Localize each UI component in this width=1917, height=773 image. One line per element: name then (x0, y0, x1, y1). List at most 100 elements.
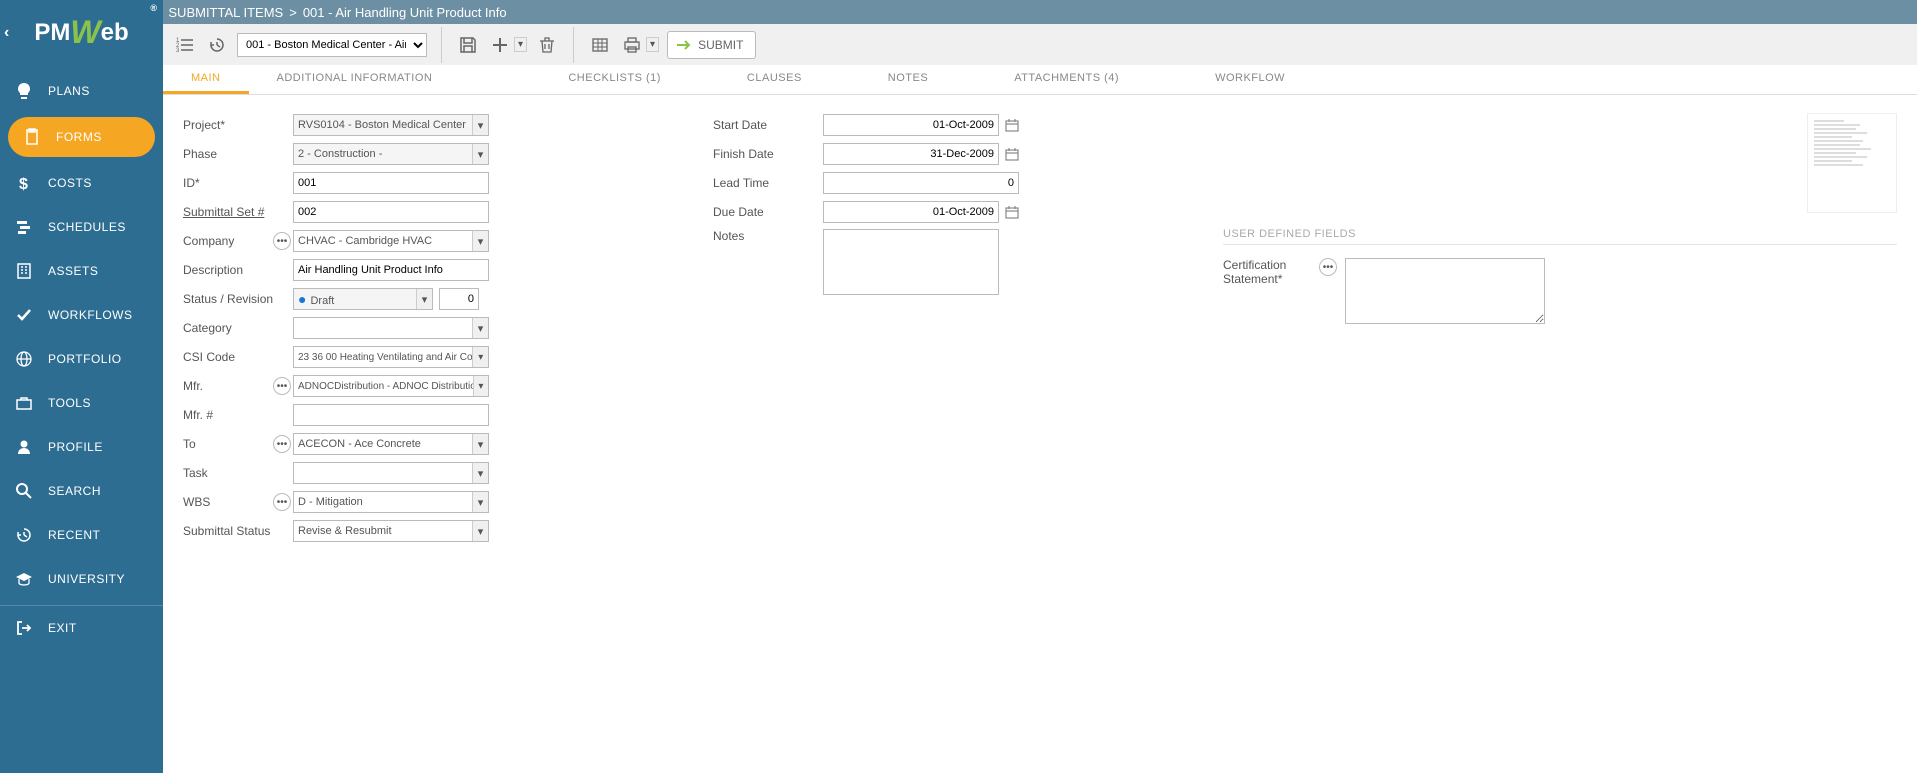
cert-more-icon[interactable]: ••• (1319, 258, 1337, 276)
sidebar-item-recent[interactable]: RECENT (0, 513, 163, 557)
cert-textarea[interactable] (1345, 258, 1545, 324)
label-cert: Certification Statement* ••• (1223, 258, 1313, 286)
tab-additional[interactable]: ADDITIONAL INFORMATION (249, 65, 461, 94)
tab-checklists[interactable]: CHECKLISTS (1) (540, 65, 689, 94)
due-date-input[interactable] (823, 201, 999, 223)
delete-icon[interactable] (535, 33, 559, 57)
sidebar-item-schedules[interactable]: SCHEDULES (0, 205, 163, 249)
submit-button[interactable]: SUBMIT (667, 31, 756, 59)
toolbar-divider (573, 27, 574, 63)
calendar-icon[interactable] (1005, 147, 1019, 161)
tab-main[interactable]: MAIN (163, 65, 249, 94)
task-select[interactable]: ▾ (293, 462, 489, 484)
mfr-more-icon[interactable]: ••• (273, 377, 291, 395)
sidebar: PLANS FORMS $ COSTS SCHEDULES ASSETS WOR… (0, 65, 163, 773)
to-more-icon[interactable]: ••• (273, 435, 291, 453)
history-icon[interactable] (205, 33, 229, 57)
category-select[interactable]: ▾ (293, 317, 489, 339)
sidebar-item-exit[interactable]: EXIT (0, 605, 163, 650)
breadcrumb-submittal-items[interactable]: SUBMITTAL ITEMS (168, 5, 283, 20)
sidebar-item-assets[interactable]: ASSETS (0, 249, 163, 293)
calendar-icon[interactable] (1005, 205, 1019, 219)
company-select[interactable]: CHVAC - Cambridge HVAC▾ (293, 230, 489, 252)
submittal-set-input[interactable] (293, 201, 489, 223)
lead-time-input[interactable] (823, 172, 1019, 194)
phase-select[interactable]: 2 - Construction -▾ (293, 143, 489, 165)
sidebar-item-label: PROFILE (48, 440, 103, 454)
sidebar-item-forms[interactable]: FORMS (8, 117, 155, 157)
wbs-more-icon[interactable]: ••• (273, 493, 291, 511)
top-header: i (Portfolio) > Forms > SUBMITTAL ITEMS … (0, 0, 1917, 24)
sidebar-item-label: WORKFLOWS (48, 308, 133, 322)
lightbulb-icon (14, 81, 34, 101)
mfr-num-input[interactable] (293, 404, 489, 426)
label-submittal-status: Submittal Status (183, 524, 293, 538)
logo-reg: ® (150, 3, 157, 13)
mfr-select[interactable]: ADNOCDistribution - ADNOC Distribution▾ (293, 375, 489, 397)
revision-input[interactable] (439, 288, 479, 310)
project-select[interactable]: RVS0104 - Boston Medical Center▾ (293, 114, 489, 136)
clipboard-icon (22, 127, 42, 147)
description-input[interactable] (293, 259, 489, 281)
udf-header: USER DEFINED FIELDS (1223, 228, 1897, 245)
submit-arrow-icon (676, 39, 692, 51)
sidebar-item-label: TOOLS (48, 396, 91, 410)
sidebar-item-university[interactable]: UNIVERSITY (0, 557, 163, 601)
form-column-1: Project* RVS0104 - Boston Medical Center… (183, 113, 523, 543)
tab-clauses[interactable]: CLAUSES (719, 65, 830, 94)
tab-attachments[interactable]: ATTACHMENTS (4) (986, 65, 1147, 94)
csi-select[interactable]: 23 36 00 Heating Ventilating and Air Con… (293, 346, 489, 368)
globe-icon (14, 349, 34, 369)
label-description: Description (183, 263, 293, 277)
print-dropdown-icon[interactable]: ▾ (646, 37, 659, 52)
sidebar-item-search[interactable]: SEARCH (0, 469, 163, 513)
sidebar-item-label: EXIT (48, 621, 77, 635)
finish-date-input[interactable] (823, 143, 999, 165)
notes-textarea[interactable] (823, 229, 999, 295)
company-more-icon[interactable]: ••• (273, 232, 291, 250)
form-column-2: Start Date Finish Date Lead Time Due Dat… (713, 113, 1053, 543)
label-due-date: Due Date (713, 205, 823, 219)
id-input[interactable] (293, 172, 489, 194)
label-finish-date: Finish Date (713, 147, 823, 161)
add-icon[interactable] (488, 33, 512, 57)
document-thumbnail[interactable] (1807, 113, 1897, 213)
to-select[interactable]: ACECON - Ace Concrete▾ (293, 433, 489, 455)
list-icon[interactable]: 123 (173, 33, 197, 57)
start-date-input[interactable] (823, 114, 999, 136)
sidebar-item-label: ASSETS (48, 264, 98, 278)
gantt-icon (14, 217, 34, 237)
status-select[interactable]: ●Draft▾ (293, 288, 433, 310)
tab-workflow[interactable]: WORKFLOW (1187, 65, 1313, 94)
form-column-3: USER DEFINED FIELDS Certification Statem… (1223, 113, 1897, 543)
wbs-select[interactable]: D - Mitigation▾ (293, 491, 489, 513)
sidebar-item-tools[interactable]: TOOLS (0, 381, 163, 425)
search-icon (14, 481, 34, 501)
save-icon[interactable] (456, 33, 480, 57)
calendar-icon[interactable] (1005, 118, 1019, 132)
label-task: Task (183, 466, 293, 480)
label-mfr-num: Mfr. # (183, 408, 293, 422)
print-icon[interactable] (620, 33, 644, 57)
label-submittal-set[interactable]: Submittal Set # (183, 205, 293, 219)
label-status: Status / Revision (183, 292, 293, 306)
label-project: Project* (183, 118, 293, 132)
submit-label: SUBMIT (698, 38, 743, 52)
label-category: Category (183, 321, 293, 335)
graduation-icon (14, 569, 34, 589)
sidebar-item-workflows[interactable]: WORKFLOWS (0, 293, 163, 337)
tab-notes[interactable]: NOTES (860, 65, 956, 94)
label-notes: Notes (713, 229, 823, 243)
sidebar-item-plans[interactable]: PLANS (0, 69, 163, 113)
sidebar-item-costs[interactable]: $ COSTS (0, 161, 163, 205)
sidebar-item-profile[interactable]: PROFILE (0, 425, 163, 469)
add-dropdown-icon[interactable]: ▾ (514, 37, 527, 52)
grid-icon[interactable] (588, 33, 612, 57)
briefcase-icon (14, 393, 34, 413)
sidebar-item-portfolio[interactable]: PORTFOLIO (0, 337, 163, 381)
context-select[interactable]: 001 - Boston Medical Center - Air Ha (237, 33, 427, 57)
logo[interactable]: ‹ PMWeb ® (0, 0, 163, 65)
sidebar-item-label: RECENT (48, 528, 100, 542)
submittal-status-select[interactable]: Revise & Resubmit▾ (293, 520, 489, 542)
label-id: ID* (183, 176, 293, 190)
